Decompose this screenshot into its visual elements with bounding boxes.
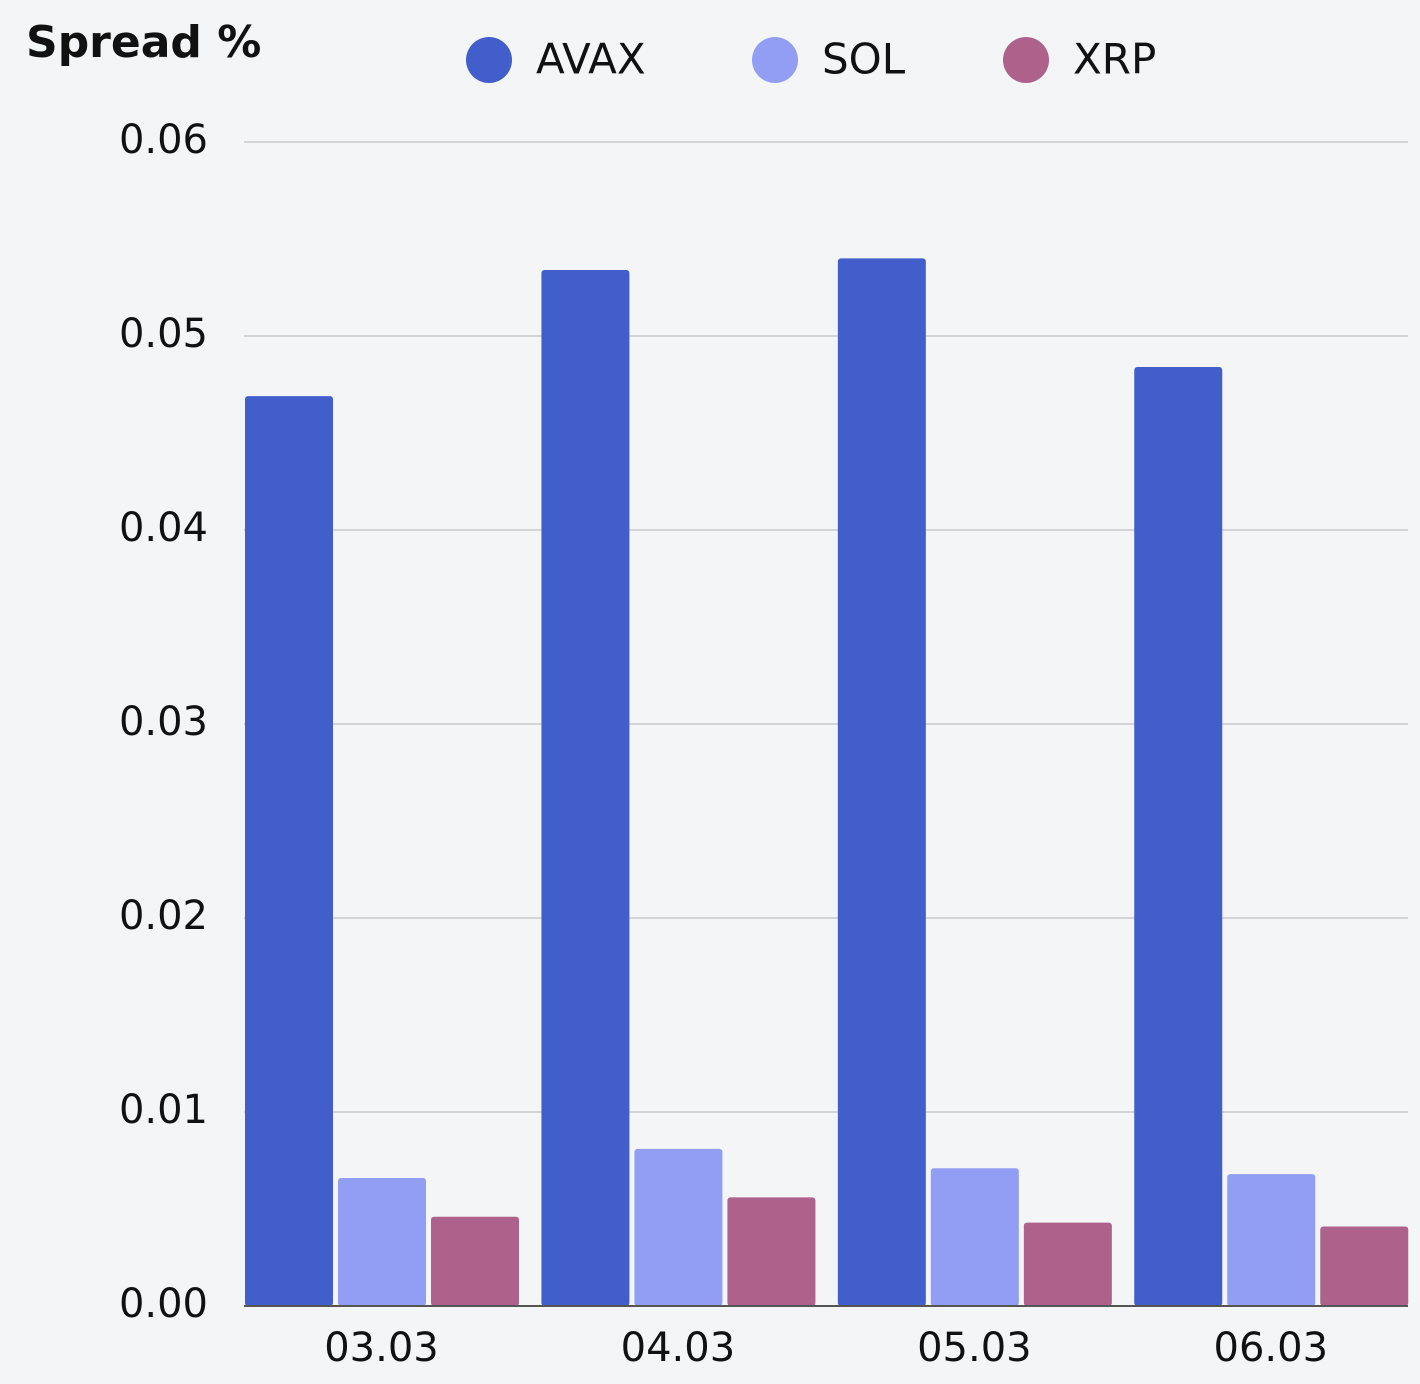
x-tick-label: 05.03: [917, 1325, 1032, 1371]
y-tick-label: 0.06: [119, 117, 208, 163]
y-tick-label: 0.05: [119, 311, 208, 357]
y-tick-label: 0.04: [119, 505, 208, 551]
bar: [431, 1216, 519, 1306]
bar: [1227, 1174, 1316, 1306]
legend-label: SOL: [822, 35, 906, 84]
bar: [1023, 1222, 1112, 1306]
legend-swatch: [466, 37, 512, 83]
x-tick-label: 06.03: [1214, 1325, 1329, 1371]
bar: [727, 1197, 816, 1306]
legend-swatch: [1003, 37, 1049, 83]
bar: [541, 270, 630, 1306]
bar: [1320, 1226, 1409, 1306]
y-tick-label: 0.00: [119, 1281, 208, 1327]
y-tick-label: 0.01: [119, 1087, 208, 1133]
bar: [837, 258, 926, 1306]
legend-swatch: [752, 37, 798, 83]
x-tick-label: 04.03: [621, 1325, 736, 1371]
legend-label: AVAX: [536, 35, 646, 84]
bar: [245, 396, 333, 1306]
bar: [930, 1168, 1019, 1306]
bar: [634, 1148, 723, 1306]
x-tick-label: 03.03: [324, 1325, 439, 1371]
bar: [1134, 367, 1223, 1306]
chart-title: Spread %: [26, 17, 261, 68]
y-tick-label: 0.02: [119, 893, 208, 939]
bar: [338, 1177, 426, 1306]
y-tick-label: 0.03: [119, 699, 208, 745]
legend-label: XRP: [1073, 35, 1156, 84]
